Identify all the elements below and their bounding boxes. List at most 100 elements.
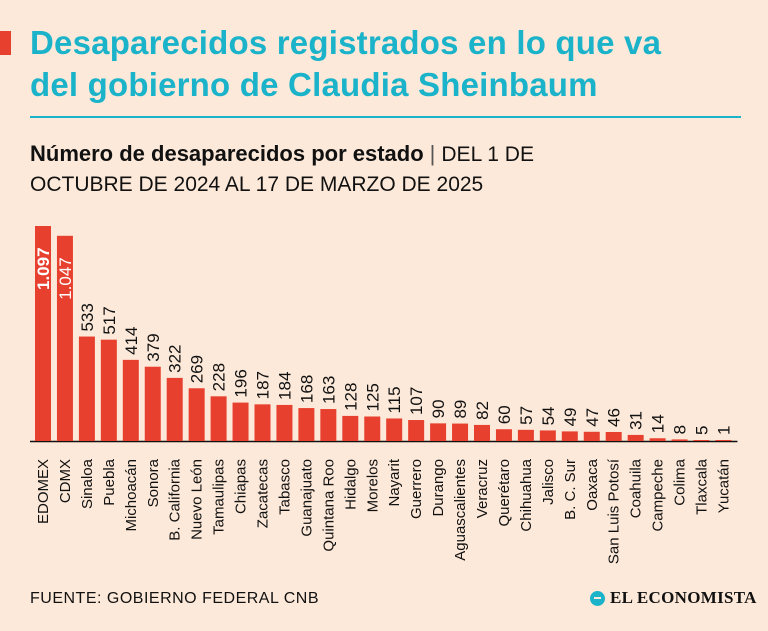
page-title: Desaparecidos registrados en lo que va d… xyxy=(30,22,750,106)
bar-chart: 1.097 EDOMEX 1.047 CDMX 533 Sinaloa 517 Puebla 4… xyxy=(30,226,738,564)
category-label-Tamaulipas: Tamaulipas xyxy=(211,459,228,535)
brand-name: EL ECONOMISTA xyxy=(610,588,757,607)
value-label-Tlaxcala: 5 xyxy=(693,426,712,435)
bar-Guanajuato xyxy=(298,408,315,441)
value-label-Campeche: 14 xyxy=(649,414,668,433)
bar-Tamaulipas xyxy=(210,396,227,441)
bar-Veracruz xyxy=(474,424,490,441)
category-label-Tabasco: Tabasco xyxy=(276,459,293,515)
category-label-Chiapas: Chiapas xyxy=(233,459,250,514)
bar-Coahuila xyxy=(627,434,644,441)
value-label-Colima: 8 xyxy=(671,425,690,434)
bar-San Luis Potosí xyxy=(605,431,622,441)
category-label-Coahuila: Coahuila xyxy=(628,458,645,518)
title-line-2: del gobierno de Claudia Sheinbaum xyxy=(30,66,598,103)
category-label-Oaxaca: Oaxaca xyxy=(584,458,601,510)
value-label-Veracruz: 82 xyxy=(473,401,492,420)
bar-Puebla xyxy=(100,339,117,441)
subtitle-main: Número de desaparecidos por estado xyxy=(30,141,424,166)
bar-Zacatecas xyxy=(254,404,271,441)
bar-Hidalgo xyxy=(342,415,359,441)
category-label-Guanajuato: Guanajuato xyxy=(298,459,315,537)
subtitle-dates-2: octubre de 2024 al 17 de marzo de 2025 xyxy=(30,173,484,196)
value-label-B. C. Sur: 49 xyxy=(561,407,580,426)
bar-Sinaloa xyxy=(78,336,95,441)
accent-bar xyxy=(0,31,11,55)
value-label-Oaxaca: 47 xyxy=(583,408,602,427)
bar-Querétaro xyxy=(495,429,512,441)
value-label-Puebla: 517 xyxy=(100,306,119,334)
value-label-CDMX: 1.047 xyxy=(56,257,75,300)
chart-subtitle: Número de desaparecidos por estado | del 1… xyxy=(30,139,750,199)
category-label-EDOMEX: EDOMEX xyxy=(35,459,52,524)
bar-CDMX xyxy=(56,235,73,441)
category-label-Quintana Roo: Quintana Roo xyxy=(320,459,337,552)
category-label-Campeche: Campeche xyxy=(650,459,667,532)
category-label-Michoacán: Michoacán xyxy=(123,459,140,532)
bar-Michoacán xyxy=(122,359,139,441)
bar-Nuevo León xyxy=(188,388,205,441)
category-label-Puebla: Puebla xyxy=(101,458,118,505)
category-label-Chihuahua: Chihuahua xyxy=(518,458,535,531)
bar-Jalisco xyxy=(539,430,556,441)
value-label-San Luis Potosí: 46 xyxy=(605,408,624,427)
bar-Nayarit xyxy=(386,418,403,441)
category-label-Aguascalientes: Aguascalientes xyxy=(452,459,469,561)
category-label-B. California: B. California xyxy=(167,458,184,540)
category-label-Guerrero: Guerrero xyxy=(408,459,425,519)
bar-Chihuahua xyxy=(517,429,534,441)
title-divider xyxy=(30,116,741,118)
bar-Quintana Roo xyxy=(320,409,337,441)
category-label-Tlaxcala: Tlaxcala xyxy=(694,458,711,515)
value-label-Chiapas: 196 xyxy=(232,369,251,397)
category-label-Querétaro: Querétaro xyxy=(496,459,513,527)
value-label-Quintana Roo: 163 xyxy=(319,376,338,404)
category-label-Zacatecas: Zacatecas xyxy=(255,459,272,528)
value-label-Querétaro: 60 xyxy=(495,405,514,424)
category-label-Jalisco: Jalisco xyxy=(540,459,557,505)
category-label-Nuevo León: Nuevo León xyxy=(189,459,206,540)
value-label-Guanajuato: 168 xyxy=(297,375,316,403)
value-label-Sonora: 379 xyxy=(144,333,163,361)
title-line-1: Desaparecidos registrados en lo que va xyxy=(30,24,662,61)
category-label-Sinaloa: Sinaloa xyxy=(79,458,96,509)
bar-Durango xyxy=(430,423,447,441)
category-label-Sonora: Sonora xyxy=(145,458,162,507)
value-label-B. California: 322 xyxy=(166,345,185,373)
bar-Morelos xyxy=(364,416,381,441)
subtitle-dates-1: del 1 de xyxy=(441,143,534,166)
category-label-Nayarit: Nayarit xyxy=(386,458,403,506)
subtitle-separator: | xyxy=(429,141,436,166)
bar-Yucatán xyxy=(715,440,732,441)
category-label-Hidalgo: Hidalgo xyxy=(342,459,359,510)
brand-logo: EL ECONOMISTA xyxy=(590,588,757,608)
category-label-Morelos: Morelos xyxy=(364,459,381,512)
value-label-Chihuahua: 57 xyxy=(517,406,536,425)
value-label-Tabasco: 184 xyxy=(275,372,294,400)
value-label-Nayarit: 115 xyxy=(385,386,404,413)
value-label-Coahuila: 31 xyxy=(627,411,646,430)
category-label-Yucatán: Yucatán xyxy=(715,459,732,513)
value-label-Aguascalientes: 89 xyxy=(451,400,470,419)
value-label-Jalisco: 54 xyxy=(539,406,558,425)
value-label-Michoacán: 414 xyxy=(122,326,141,354)
bar-Sonora xyxy=(144,366,161,441)
source-note: FUENTE: GOBIERNO FEDERAL CNB xyxy=(30,590,319,607)
bar-Colima xyxy=(671,439,688,441)
value-label-Nuevo León: 269 xyxy=(188,355,207,383)
bar-B. California xyxy=(166,377,183,441)
brand-icon xyxy=(590,590,605,606)
value-label-Zacatecas: 187 xyxy=(254,371,273,399)
bar-Chiapas xyxy=(232,402,249,441)
value-label-Morelos: 125 xyxy=(363,383,382,411)
bar-Tlaxcala xyxy=(693,440,710,441)
bar-Oaxaca xyxy=(583,431,600,441)
bar-Guerrero xyxy=(408,420,425,441)
bar-EDOMEX xyxy=(35,226,51,441)
category-label-Durango: Durango xyxy=(430,459,447,517)
bar-Aguascalientes xyxy=(452,423,469,441)
category-label-Colima: Colima xyxy=(672,458,689,505)
category-label-San Luis Potosí: San Luis Potosí xyxy=(606,458,623,564)
value-label-Guerrero: 107 xyxy=(407,387,426,415)
bar-Campeche xyxy=(649,438,666,441)
